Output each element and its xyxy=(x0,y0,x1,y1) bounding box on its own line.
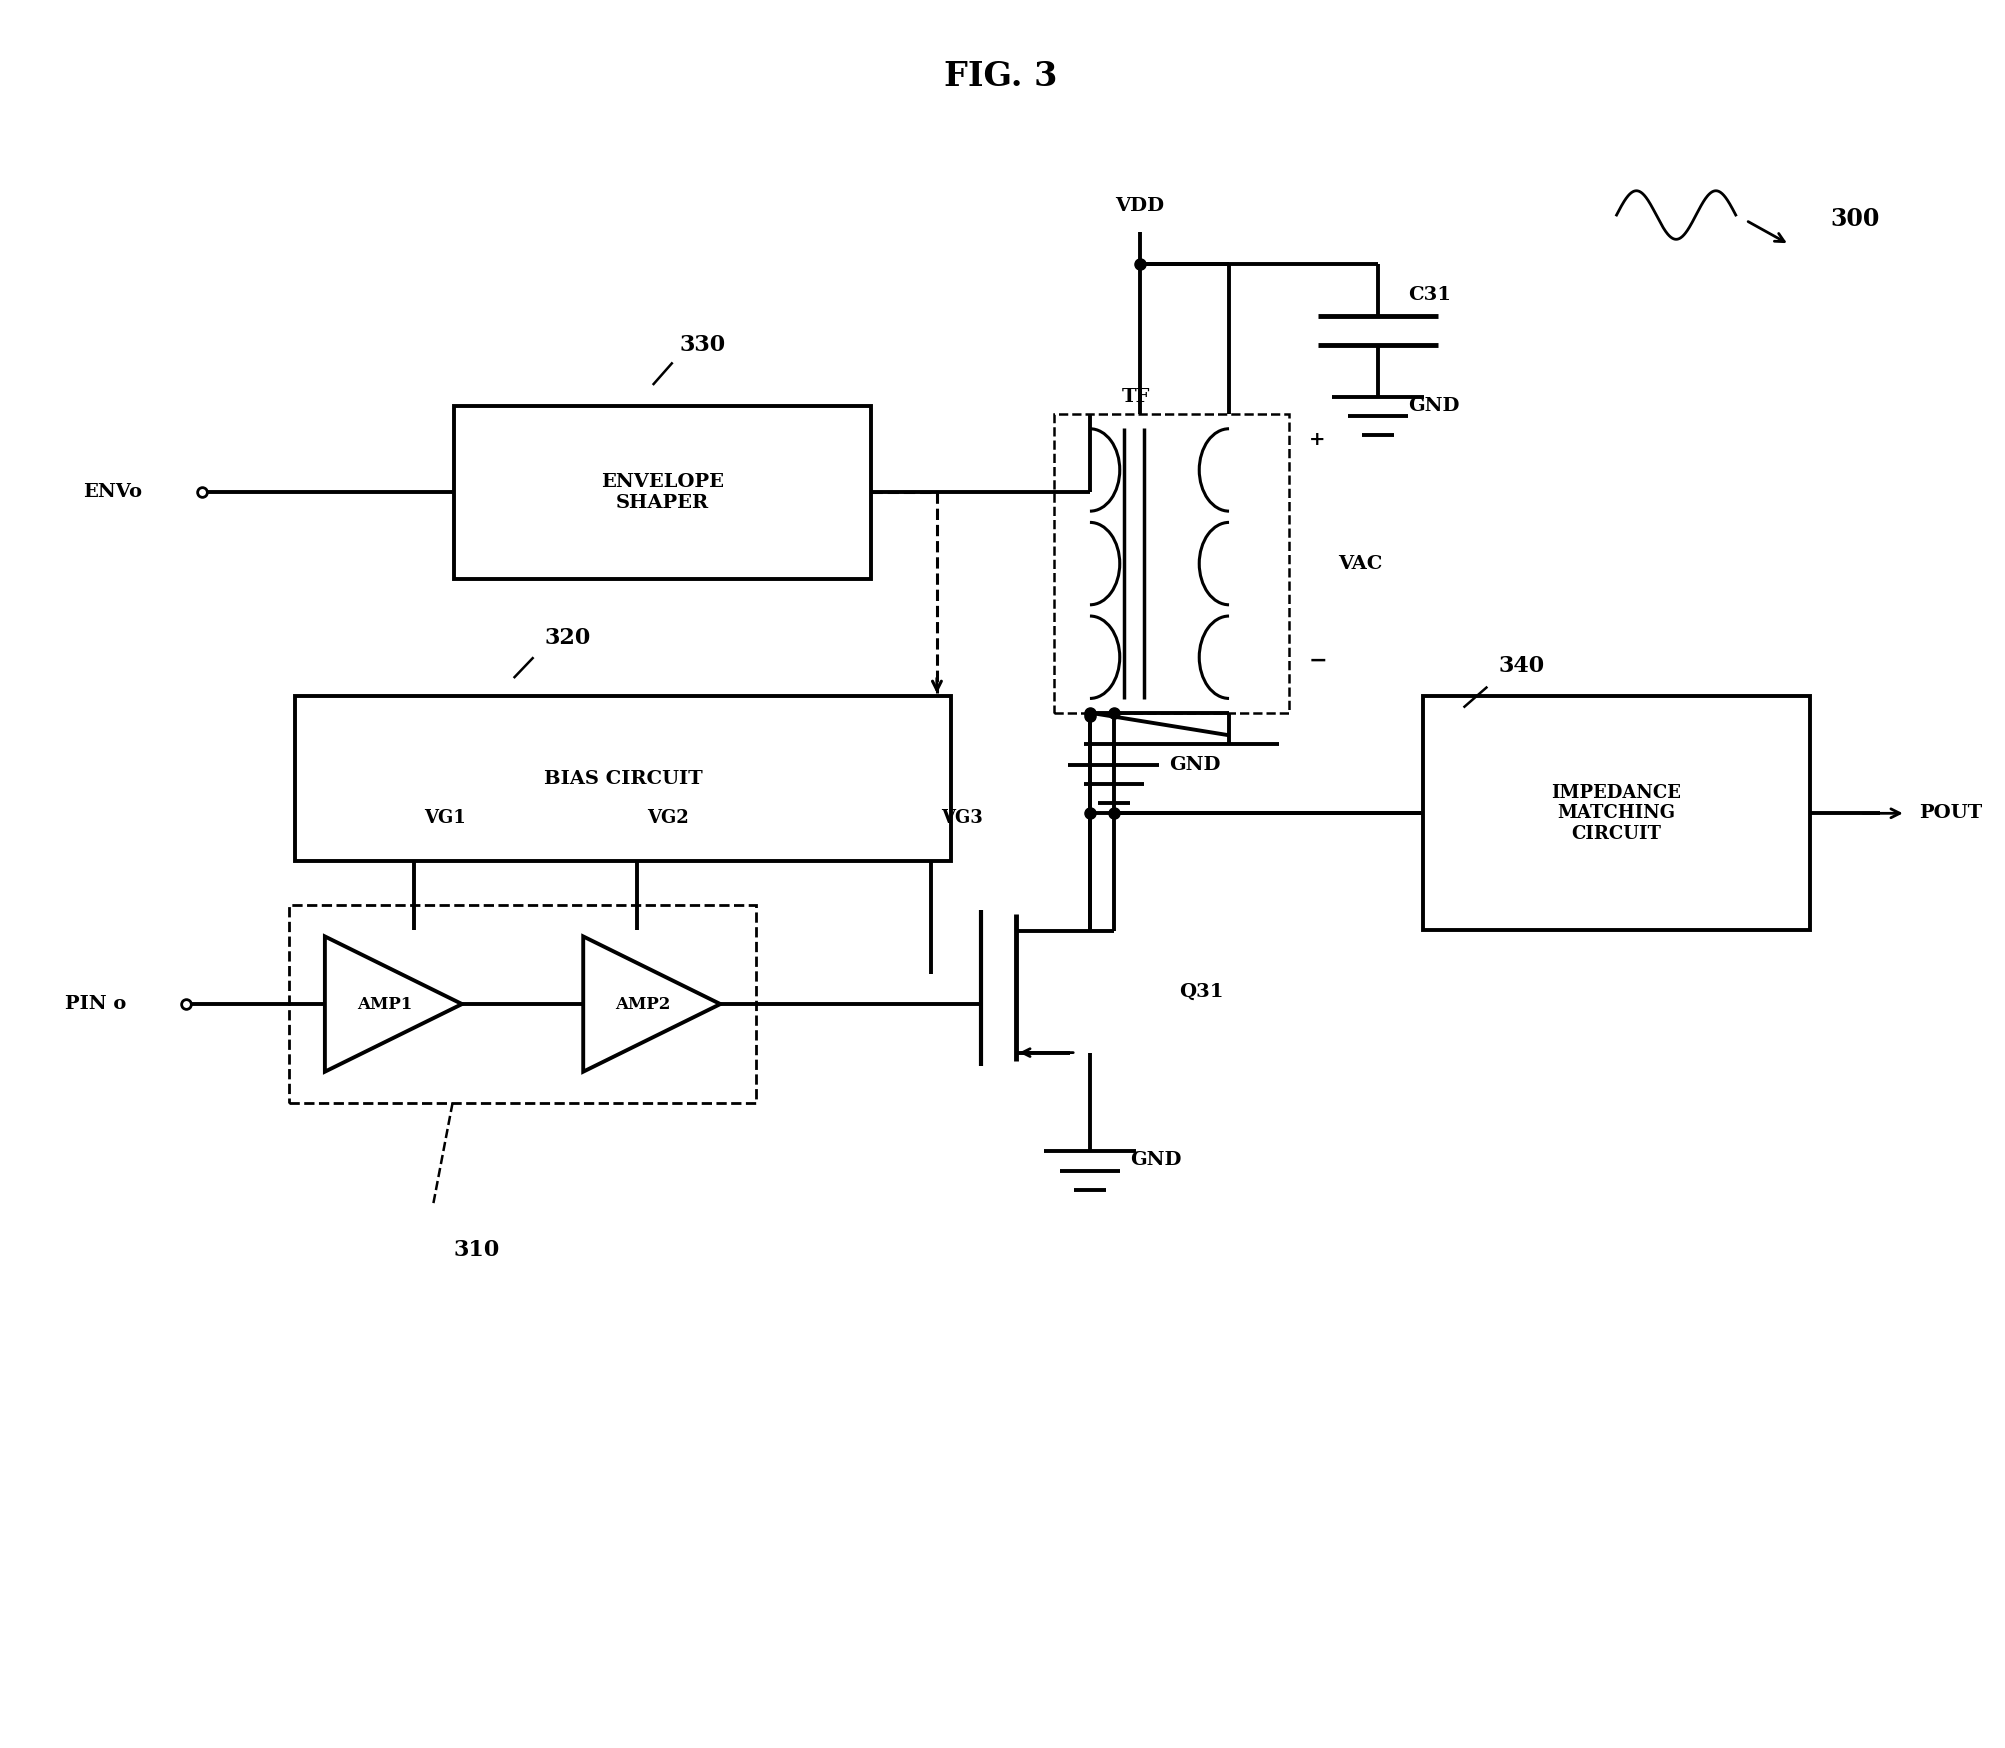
Text: C31: C31 xyxy=(1408,287,1450,304)
Text: GND: GND xyxy=(1129,1152,1181,1169)
Text: Q31: Q31 xyxy=(1179,982,1223,1002)
Text: POUT: POUT xyxy=(1919,804,1981,822)
Text: 340: 340 xyxy=(1498,656,1544,676)
Text: BIAS CIRCUIT: BIAS CIRCUIT xyxy=(543,769,702,788)
Text: IMPEDANCE
MATCHING
CIRCUIT: IMPEDANCE MATCHING CIRCUIT xyxy=(1550,783,1680,843)
Text: 320: 320 xyxy=(543,628,589,649)
Text: GND: GND xyxy=(1408,397,1460,414)
Text: VDD: VDD xyxy=(1115,198,1163,215)
Text: 300: 300 xyxy=(1829,206,1879,231)
Text: TF: TF xyxy=(1121,388,1149,406)
Text: AMP1: AMP1 xyxy=(357,996,411,1012)
Bar xyxy=(1422,696,1809,930)
Text: VG2: VG2 xyxy=(646,809,688,827)
Text: 310: 310 xyxy=(453,1239,499,1262)
Text: AMP2: AMP2 xyxy=(616,996,670,1012)
Text: ENVo: ENVo xyxy=(82,484,142,502)
Text: VG3: VG3 xyxy=(940,809,982,827)
Text: VAC: VAC xyxy=(1337,554,1381,573)
Text: PIN o: PIN o xyxy=(64,995,126,1014)
Text: FIG. 3: FIG. 3 xyxy=(944,59,1057,93)
Text: GND: GND xyxy=(1169,755,1221,774)
Bar xyxy=(295,696,950,862)
Text: +: + xyxy=(1307,432,1325,449)
Bar xyxy=(289,905,756,1103)
Text: VG1: VG1 xyxy=(423,809,465,827)
Text: ENVELOPE
SHAPER: ENVELOPE SHAPER xyxy=(602,474,724,512)
Text: 330: 330 xyxy=(680,334,726,357)
Text: −: − xyxy=(1307,650,1327,671)
Bar xyxy=(1055,414,1287,713)
Bar xyxy=(453,406,870,579)
